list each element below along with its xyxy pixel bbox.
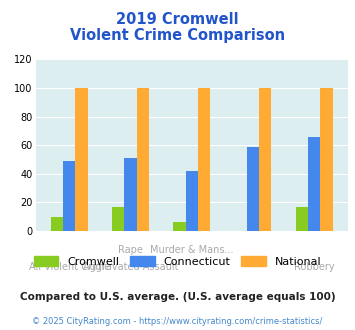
Bar <box>51 217 63 231</box>
Bar <box>320 88 333 231</box>
Text: Rape: Rape <box>118 245 143 255</box>
Bar <box>198 88 210 231</box>
Legend: Cromwell, Connecticut, National: Cromwell, Connecticut, National <box>34 256 321 267</box>
Bar <box>186 171 198 231</box>
Bar <box>75 88 88 231</box>
Bar <box>124 158 137 231</box>
Text: Robbery: Robbery <box>294 262 334 272</box>
Text: Murder & Mans...: Murder & Mans... <box>150 245 234 255</box>
Bar <box>296 207 308 231</box>
Bar <box>173 222 186 231</box>
Bar <box>259 88 271 231</box>
Text: 2019 Cromwell: 2019 Cromwell <box>116 12 239 26</box>
Text: Violent Crime Comparison: Violent Crime Comparison <box>70 28 285 43</box>
Bar <box>112 207 124 231</box>
Bar <box>137 88 149 231</box>
Text: Aggravated Assault: Aggravated Assault <box>83 262 178 272</box>
Bar <box>63 161 75 231</box>
Bar <box>308 137 320 231</box>
Text: All Violent Crime: All Violent Crime <box>28 262 110 272</box>
Text: Compared to U.S. average. (U.S. average equals 100): Compared to U.S. average. (U.S. average … <box>20 292 335 302</box>
Text: © 2025 CityRating.com - https://www.cityrating.com/crime-statistics/: © 2025 CityRating.com - https://www.city… <box>32 317 323 326</box>
Bar <box>247 147 259 231</box>
